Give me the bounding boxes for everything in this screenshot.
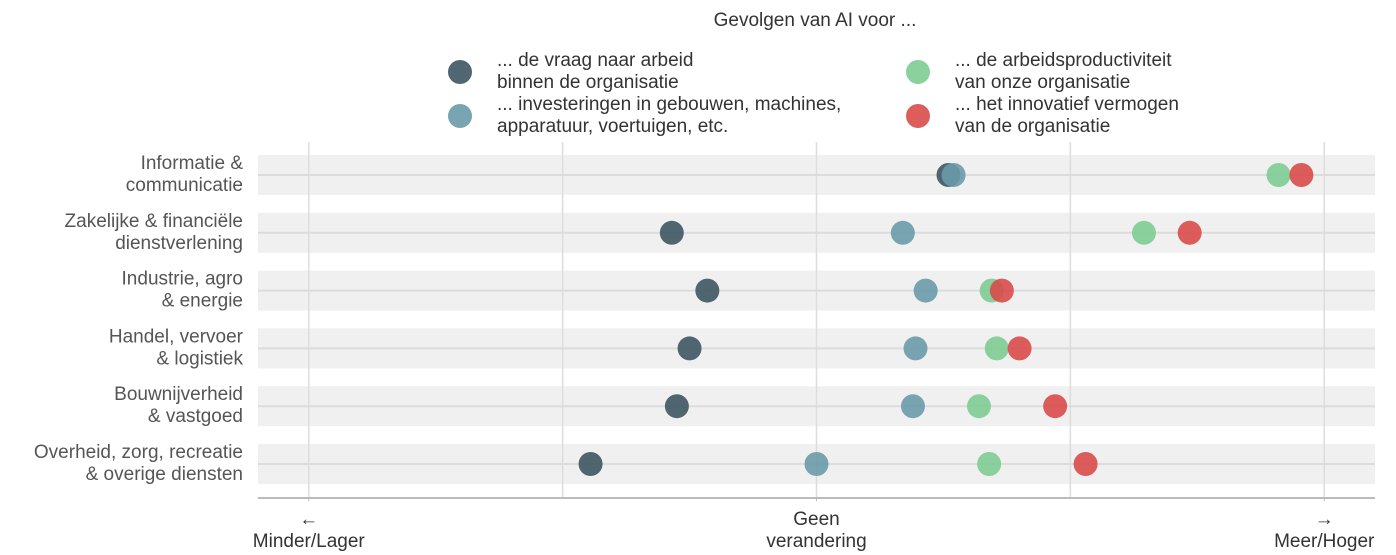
dot [913,278,938,303]
dot [1043,394,1068,419]
dot [966,394,991,419]
dot [890,220,915,245]
dot [695,278,720,303]
legend-label: ... de arbeidsproductiviteit van onze org… [955,50,1172,93]
dot [804,452,829,476]
dot [900,394,925,419]
legend-label: ... investeringen in gebouwen, machines,… [497,94,841,137]
legend-label: ... de vraag naar arbeid binnen de organi… [497,50,693,93]
dot [1266,163,1291,187]
y-tick-label: Overheid, zorg, recreatie & overige diens… [34,442,243,485]
dot [1073,452,1098,476]
y-tick-label: Bouwnijverheid & vastgoed [114,384,243,427]
x-tick-label: → Meer/Hoger [1274,509,1375,552]
dot [941,163,966,187]
legend-label: ... het innovatief vermogen van de organi… [955,94,1179,137]
dot [1007,336,1032,361]
x-tick-label: Geen verandering [766,509,866,552]
chart-title: Gevolgen van AI voor ... [714,10,917,31]
y-tick-label: Informatie & communicatie [126,153,244,196]
y-tick-label: Industrie, agro & energie [122,269,243,312]
y-tick-label: Zakelijke & financiële dienstverlening [65,211,243,254]
dot [677,336,702,361]
dot [903,336,928,361]
dot [664,394,689,419]
dot [1131,220,1156,245]
legend-swatch [448,104,472,128]
dot [578,452,603,476]
dot [1177,220,1202,245]
legend-swatch [448,60,472,84]
dot [984,336,1009,361]
legend-swatch [906,60,930,84]
legend-swatch [906,104,930,128]
dot [1289,163,1314,187]
dot [659,220,684,245]
x-tick-label: ← Minder/Lager [253,509,366,552]
y-tick-label: Handel, vervoer & logistiek [109,326,244,369]
dot [977,452,1002,476]
dot [989,278,1014,303]
